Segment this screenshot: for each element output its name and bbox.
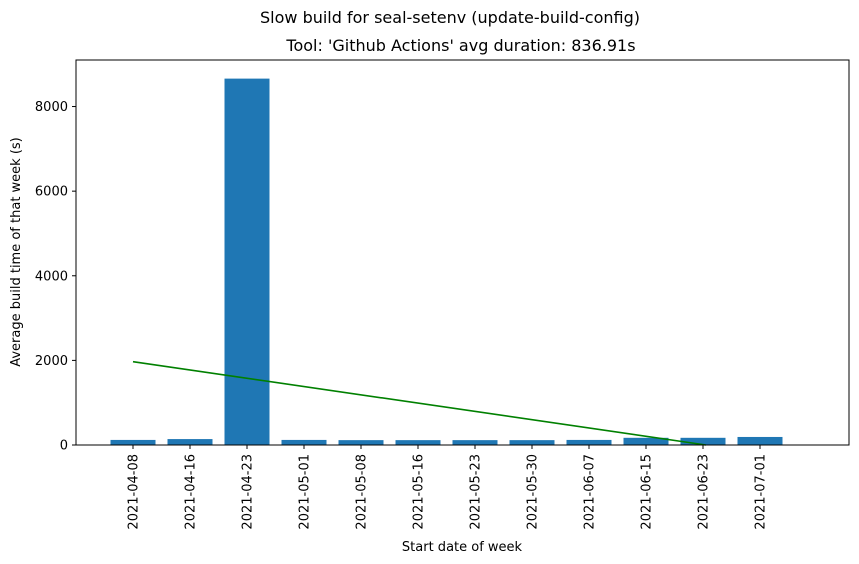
bar-2021-06-23: [680, 437, 726, 445]
trend-line: [132, 360, 706, 446]
bar-2021-05-16: [395, 440, 441, 445]
trend-line-group: [132, 360, 706, 446]
chart-title: Slow build for seal-setenv (update-build…: [260, 8, 640, 27]
bars-group: [110, 78, 783, 445]
bar-2021-06-07: [566, 439, 612, 445]
x-tick-label: 2021-04-08: [127, 454, 142, 530]
x-tick-label: 2021-05-01: [298, 454, 313, 530]
x-tick-label: 2021-05-16: [412, 454, 427, 530]
y-tick-label: 6000: [35, 185, 68, 200]
x-tick-label: 2021-04-23: [241, 454, 256, 530]
bar-2021-05-08: [338, 440, 384, 445]
bar-2021-04-08: [110, 439, 156, 445]
x-tick-label: 2021-06-07: [583, 454, 598, 530]
x-tick-label: 2021-05-23: [469, 454, 484, 530]
x-tick-label: 2021-07-01: [754, 454, 769, 530]
x-axis-label: Start date of week: [402, 540, 523, 555]
bar-2021-05-23: [452, 440, 498, 445]
bar-2021-05-01: [281, 439, 327, 445]
y-axis: 0 2000 4000 6000 8000: [35, 100, 76, 454]
x-tick-label: 2021-04-16: [184, 454, 199, 530]
y-tick-label: 0: [60, 439, 68, 454]
y-tick-label: 4000: [35, 269, 68, 284]
x-axis: 2021-04-08 2021-04-16 2021-04-23 2021-05-01…: [127, 445, 769, 530]
x-tick-label: 2021-05-08: [355, 454, 370, 530]
bar-2021-05-30: [509, 440, 555, 445]
x-tick-label: 2021-05-30: [526, 454, 541, 530]
bar-2021-04-23: [224, 78, 270, 445]
y-tick-label: 2000: [35, 354, 68, 369]
chart-subtitle: Tool: 'Github Actions' avg duration: 836…: [285, 36, 635, 55]
y-axis-label: Average build time of that week (s): [9, 137, 24, 367]
bar-2021-06-15: [623, 437, 669, 445]
x-tick-label: 2021-06-15: [640, 454, 655, 530]
x-tick-label: 2021-06-23: [697, 454, 712, 530]
plot-frame: [75, 59, 850, 446]
y-tick-label: 8000: [35, 100, 68, 115]
bar-2021-04-16: [167, 439, 213, 445]
bar-2021-07-01: [737, 436, 783, 445]
